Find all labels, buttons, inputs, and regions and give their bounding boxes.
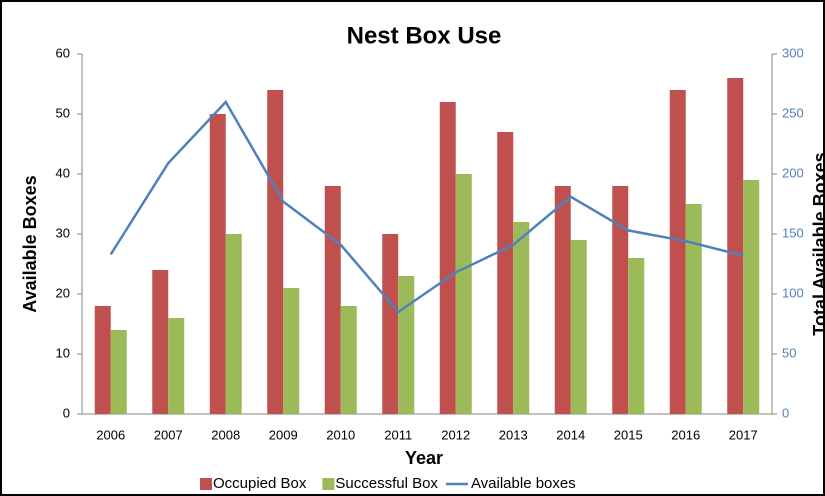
y-tick-label: 50 — [56, 105, 70, 120]
bar — [570, 240, 587, 414]
bar — [439, 102, 456, 414]
y2-tick-label: 300 — [782, 45, 804, 60]
x-tick-label: 2016 — [671, 427, 700, 442]
legend-label: Occupied Box — [213, 475, 307, 492]
y-tick-label: 0 — [63, 405, 70, 420]
bar — [225, 234, 242, 414]
bar — [168, 318, 185, 414]
y-tick-label: 20 — [56, 285, 70, 300]
y2-tick-label: 200 — [782, 165, 804, 180]
y-tick-label: 60 — [56, 45, 70, 60]
bar — [110, 330, 127, 414]
bar — [209, 114, 226, 414]
bar — [513, 222, 530, 414]
bar — [382, 234, 399, 414]
x-tick-label: 2011 — [384, 427, 412, 442]
x-tick-label: 2010 — [326, 427, 355, 442]
bar — [283, 288, 300, 414]
bar — [152, 270, 169, 414]
bar — [554, 186, 571, 414]
y2-tick-label: 150 — [782, 225, 804, 240]
legend-label: Available boxes — [471, 475, 576, 492]
legend-swatch — [322, 478, 335, 490]
bar — [398, 276, 415, 414]
bar — [324, 186, 341, 414]
x-tick-label: 2008 — [211, 427, 240, 442]
x-tick-label: 2014 — [556, 427, 585, 442]
y2-tick-label: 0 — [782, 405, 789, 420]
legend-swatch — [200, 478, 212, 490]
bar — [267, 90, 284, 414]
x-tick-label: 2006 — [96, 427, 125, 442]
bar — [612, 186, 629, 414]
bar — [340, 306, 357, 414]
y-axis-label: Available Boxes — [20, 175, 40, 312]
x-tick-label: 2015 — [614, 427, 643, 442]
y-tick-label: 10 — [56, 345, 70, 360]
x-axis-label: Year — [405, 448, 443, 468]
bar — [669, 90, 686, 414]
y2-tick-label: 100 — [782, 285, 804, 300]
x-tick-label: 2017 — [729, 427, 758, 442]
bar — [628, 258, 645, 414]
chart-title: Nest Box Use — [347, 22, 502, 49]
y-tick-label: 30 — [56, 225, 70, 240]
bar — [727, 78, 744, 414]
line-series — [109, 99, 744, 314]
legend-label: Successful Box — [335, 475, 438, 492]
bar — [94, 306, 111, 414]
y2-axis-label: Total Available Boxes — [810, 152, 825, 335]
y2-tick-label: 250 — [782, 105, 804, 120]
x-tick-label: 2012 — [441, 427, 470, 442]
y2-tick-label: 50 — [782, 345, 796, 360]
bar — [497, 132, 514, 414]
x-tick-label: 2009 — [269, 427, 298, 442]
y-tick-label: 40 — [56, 165, 70, 180]
bar — [455, 174, 472, 414]
bar — [743, 180, 760, 414]
x-tick-label: 2007 — [154, 427, 183, 442]
bar — [685, 204, 702, 414]
x-tick-label: 2013 — [499, 427, 528, 442]
